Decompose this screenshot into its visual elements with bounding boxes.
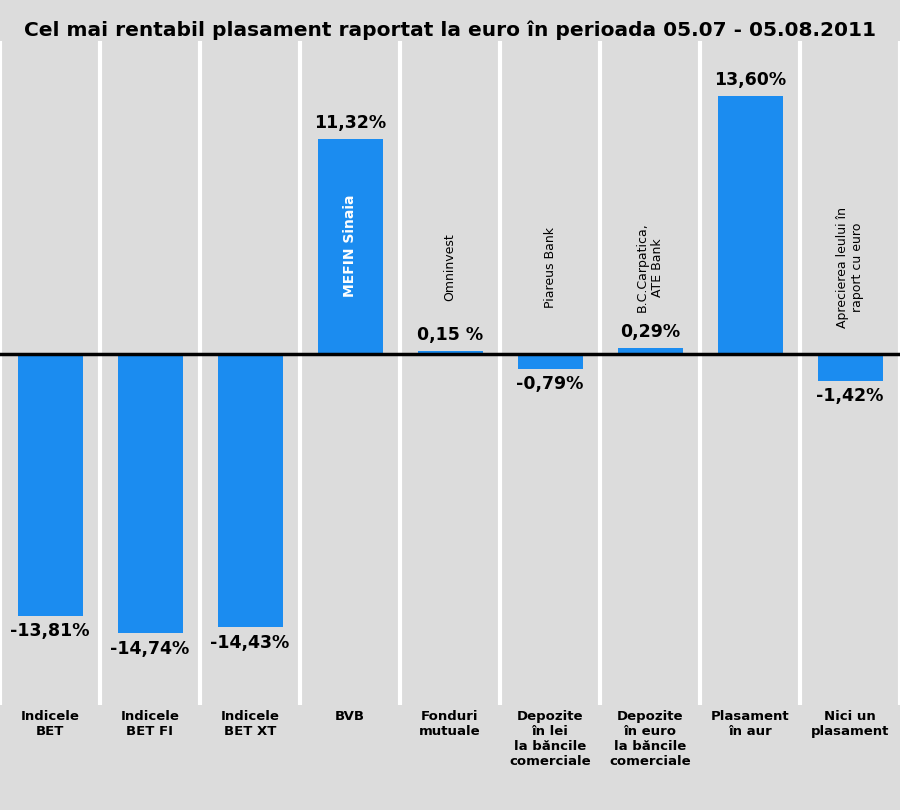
Bar	[218, 354, 283, 628]
Text: Indicele
BET XT: Indicele BET XT	[220, 710, 279, 739]
Text: 0,15 %: 0,15 %	[417, 326, 483, 344]
Text: Aprecierea leului în
raport cu euro: Aprecierea leului în raport cu euro	[836, 207, 864, 328]
Bar	[518, 354, 582, 369]
Text: Nici un
plasament: Nici un plasament	[811, 710, 889, 739]
Bar	[717, 96, 782, 354]
Bar	[17, 354, 83, 616]
Text: Indicele
BET: Indicele BET	[21, 710, 79, 739]
Bar	[617, 348, 682, 354]
Text: -1,42%: -1,42%	[816, 387, 884, 405]
Text: B.C.Carpatica,
ATE Bank: B.C.Carpatica, ATE Bank	[636, 223, 664, 313]
Text: -14,74%: -14,74%	[111, 640, 190, 658]
Bar	[418, 351, 482, 354]
Text: Omninvest: Omninvest	[444, 233, 456, 301]
Text: -13,81%: -13,81%	[10, 622, 90, 641]
Text: Cel mai rentabil plasament raportat la euro în perioada 05.07 - 05.08.2011: Cel mai rentabil plasament raportat la e…	[24, 20, 876, 40]
Text: Piareus Bank: Piareus Bank	[544, 227, 556, 308]
Bar	[318, 139, 382, 354]
Text: MEFIN Sinaia: MEFIN Sinaia	[343, 195, 357, 297]
Bar	[118, 354, 183, 633]
Text: Depozite
în lei
la băncile
comerciale: Depozite în lei la băncile comerciale	[509, 710, 590, 769]
Text: Indicele
BET FI: Indicele BET FI	[121, 710, 179, 739]
Text: Plasament
în aur: Plasament în aur	[711, 710, 789, 739]
Text: -0,79%: -0,79%	[517, 375, 584, 394]
Text: -14,43%: -14,43%	[211, 634, 290, 652]
Text: Fonduri
mutuale: Fonduri mutuale	[419, 710, 481, 739]
Bar	[817, 354, 883, 381]
Text: 11,32%: 11,32%	[314, 114, 386, 132]
Text: 13,60%: 13,60%	[714, 71, 786, 89]
Text: 0,29%: 0,29%	[620, 323, 680, 342]
Text: BVB: BVB	[335, 710, 365, 723]
Text: Depozite
în euro
la băncile
comerciale: Depozite în euro la băncile comerciale	[609, 710, 691, 769]
